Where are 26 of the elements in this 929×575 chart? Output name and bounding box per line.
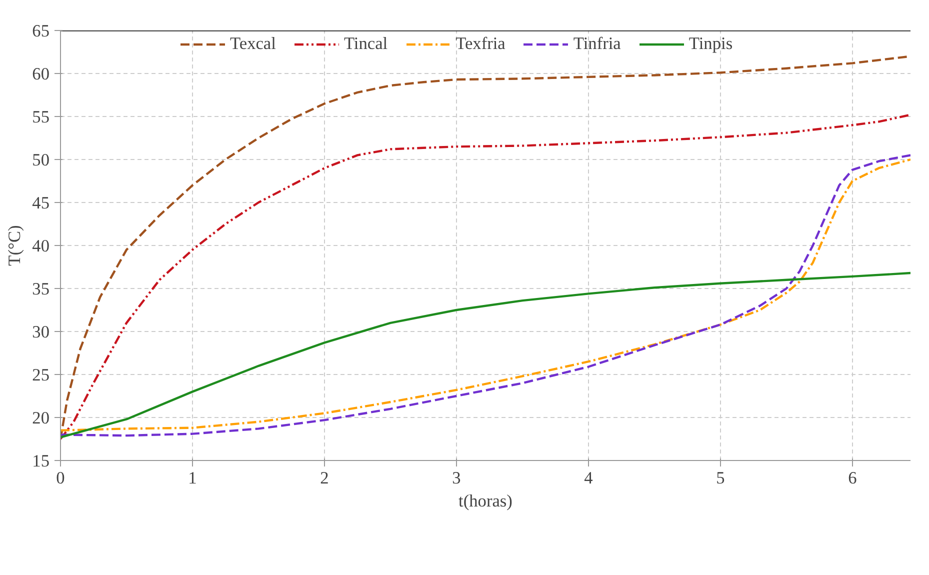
x-tick-label: 2 — [320, 468, 329, 488]
y-tick-label: 30 — [32, 322, 50, 342]
y-tick-label: 45 — [32, 194, 50, 212]
y-tick-label: 35 — [32, 280, 50, 298]
y-tick-label: 20 — [32, 408, 50, 428]
y-tick-label: 15 — [32, 452, 50, 470]
x-tick-label: 5 — [716, 468, 725, 488]
legend-label: Tinfria — [573, 34, 621, 54]
x-tick-label: 1 — [188, 468, 197, 488]
y-tick-label: 40 — [32, 236, 50, 256]
legend-label: Texfria — [456, 34, 506, 54]
x-axis-title: t(horas) — [458, 492, 513, 510]
y-tick-label: 25 — [32, 366, 50, 384]
legend-label: Texcal — [230, 34, 276, 54]
legend-label: Tincal — [344, 34, 388, 54]
legend-label: Tinpis — [688, 34, 733, 54]
y-axis-title: T(°C) — [5, 224, 24, 266]
line-series — [60, 272, 910, 438]
x-tick-label: 3 — [452, 468, 461, 488]
y-tick-label: 50 — [32, 150, 50, 170]
y-tick-label: 60 — [32, 64, 50, 84]
y-tick-label: 65 — [32, 22, 50, 40]
x-tick-label: 6 — [848, 468, 858, 488]
x-tick-label: 0 — [56, 468, 65, 488]
y-tick-label: 55 — [32, 108, 50, 126]
x-tick-label: 4 — [584, 468, 594, 488]
